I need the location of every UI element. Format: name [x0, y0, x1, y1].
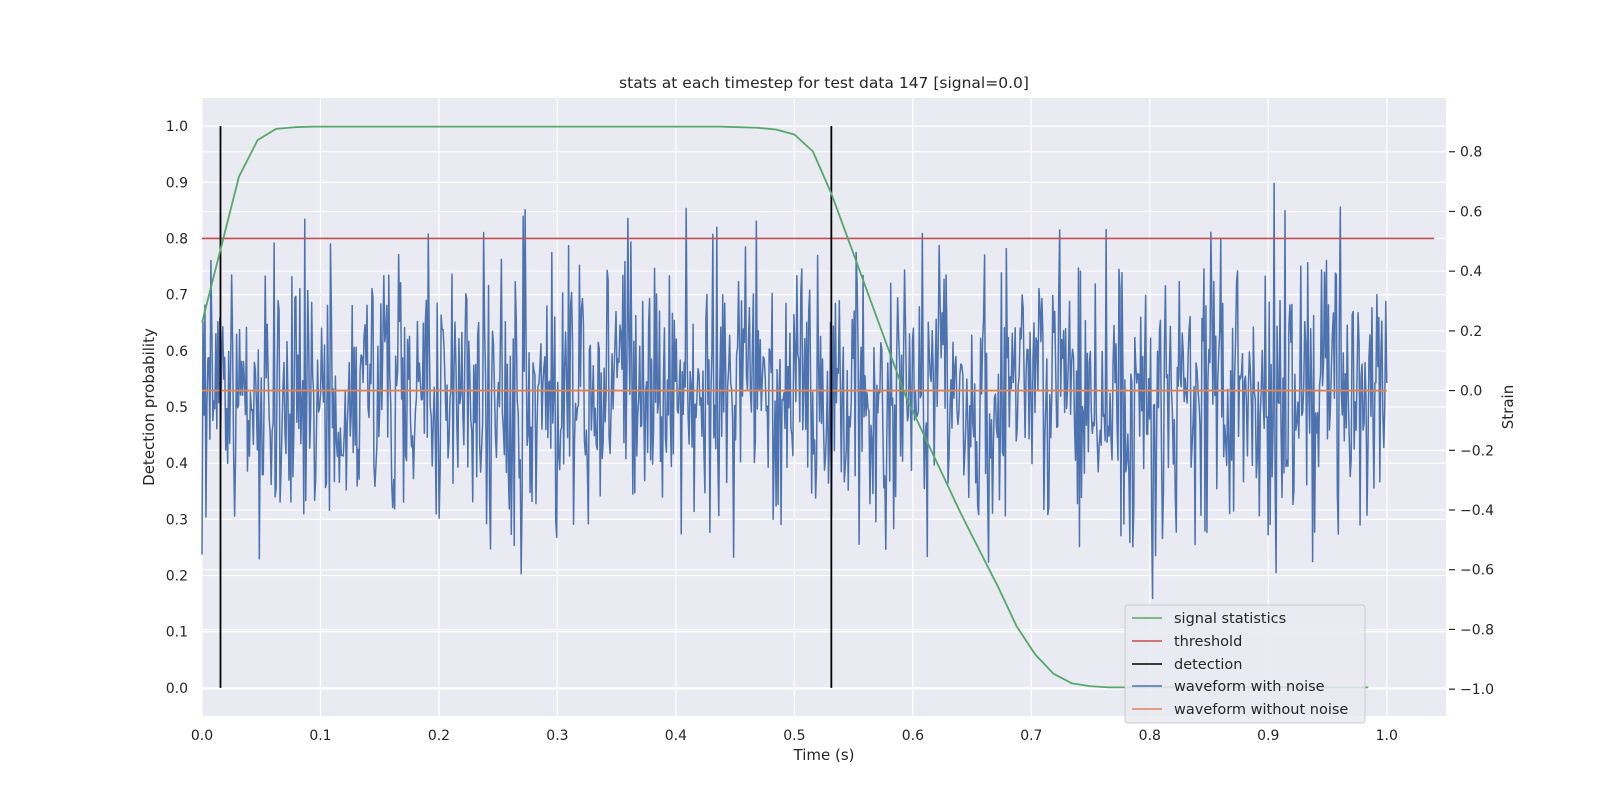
y-tick-label: 0.3 — [166, 512, 188, 528]
legend-label-waveform-without-noise: waveform without noise — [1174, 702, 1348, 718]
x-tick-label: 0.1 — [309, 728, 331, 744]
y-tick-label: 0.5 — [166, 400, 188, 416]
y-tick-label: 0.6 — [166, 344, 188, 360]
legend-box — [1124, 604, 1366, 724]
x-axis-label: Time (s) — [793, 746, 855, 764]
y-tick-label: 0.2 — [166, 569, 188, 585]
y2-tick-label: −0.4 — [1460, 503, 1494, 519]
x-tick-label: 1.0 — [1376, 728, 1398, 744]
x-tick-label: 0.5 — [783, 728, 805, 744]
x-tick-label: 0.2 — [428, 728, 450, 744]
y2-tick-label: −1.0 — [1460, 682, 1494, 698]
y-ticks: 0.0 0.1 0.2 0.3 0.4 0.5 0.6 0.7 0.8 0.9 1.0 — [166, 119, 188, 697]
chart-title: stats at each timestep for test data 147… — [619, 74, 1029, 92]
y2-tick-label: 0.2 — [1460, 324, 1482, 340]
x-tick-label: 0.9 — [1257, 728, 1279, 744]
x-ticks: 0.0 0.1 0.2 0.3 0.4 0.5 0.6 0.7 0.8 0.9 1.0 — [191, 728, 1398, 744]
y2-tick-label: −0.2 — [1460, 443, 1494, 459]
y2-tick-label: 0.0 — [1460, 384, 1482, 400]
y-tick-label: 0.4 — [166, 456, 188, 472]
y-tick-label: 0.0 — [166, 681, 188, 697]
y-tick-label: 0.1 — [166, 625, 188, 641]
y-tick-label: 0.8 — [166, 231, 188, 247]
y2-ticks: −1.0 −0.8 −0.6 −0.4 −0.2 0.0 0.2 0.4 0.6 0.8 — [1449, 145, 1494, 698]
x-tick-label: 0.0 — [191, 728, 213, 744]
y2-tick-label: −0.8 — [1460, 622, 1494, 638]
y2-tick-label: 0.6 — [1460, 204, 1482, 220]
y-tick-label: 0.9 — [166, 175, 188, 191]
y2-tick-label: 0.4 — [1460, 264, 1482, 280]
legend-label-signal-statistics: signal statistics — [1174, 611, 1286, 627]
y-tick-label: 1.0 — [166, 119, 188, 135]
y2-tick-label: −0.6 — [1460, 563, 1494, 579]
x-tick-label: 0.7 — [1020, 728, 1042, 744]
y-tick-label: 0.7 — [166, 288, 188, 304]
legend-label-waveform-with-noise: waveform with noise — [1174, 679, 1325, 695]
x-tick-label: 0.3 — [546, 728, 568, 744]
legend-label-detection: detection — [1174, 657, 1242, 673]
y2-axis-label: Strain — [1499, 385, 1517, 429]
y-axis-label: Detection probability — [140, 328, 158, 486]
x-tick-label: 0.4 — [665, 728, 687, 744]
series-waveform-with-noise — [201, 182, 1388, 600]
legend: signal statistics threshold detection wa… — [1124, 604, 1366, 724]
legend-label-threshold: threshold — [1174, 634, 1242, 650]
x-tick-label: 0.8 — [1139, 728, 1161, 744]
x-tick-label: 0.6 — [902, 728, 924, 744]
y2-tick-label: 0.8 — [1460, 145, 1482, 161]
